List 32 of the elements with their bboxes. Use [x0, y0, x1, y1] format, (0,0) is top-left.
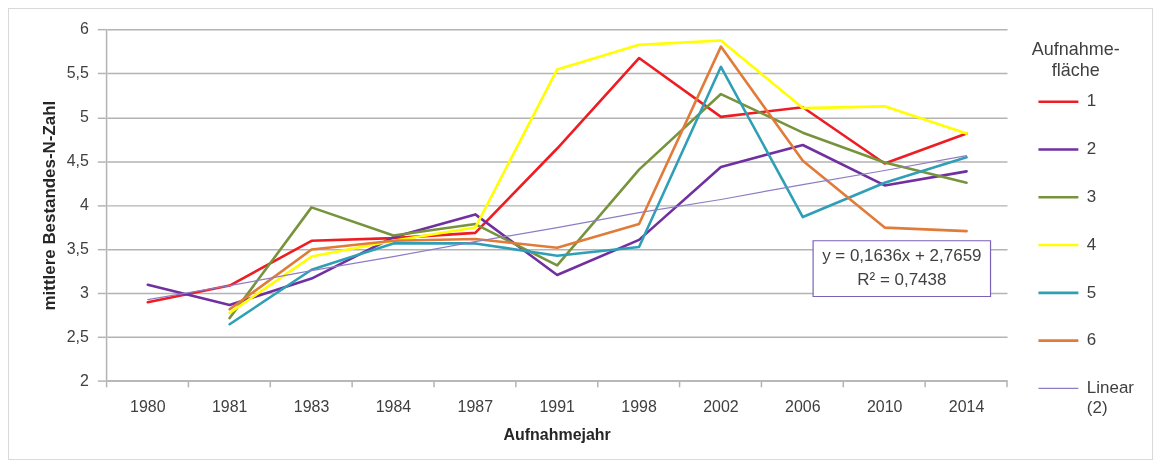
y-tick-label: 4,5: [66, 152, 89, 170]
x-tick-label: 2014: [948, 398, 985, 416]
x-tick-label: 2002: [703, 398, 739, 416]
x-tick-label: 2006: [785, 398, 821, 416]
x-tick-label: 1980: [130, 398, 166, 416]
x-tick-label: 1984: [375, 398, 412, 416]
x-axis-title: Aufnahmejahr: [503, 425, 611, 443]
y-tick-label: 6: [79, 20, 89, 38]
y-tick-label: 4: [79, 196, 89, 214]
x-tick-label: 1987: [457, 398, 494, 416]
y-tick-label: 5,5: [66, 64, 89, 82]
annotation: R² = 0,7438: [857, 270, 947, 290]
annotation: y = 0,1636x + 2,7659: [822, 246, 982, 266]
x-tick-label: 1991: [539, 398, 576, 416]
legend-label: 6: [1086, 330, 1097, 350]
legend-label: 5: [1086, 282, 1097, 302]
y-tick-label: 5: [79, 108, 89, 126]
x-tick-label: 1981: [211, 398, 248, 416]
legend-label: Linear (2): [1086, 378, 1135, 418]
x-tick-label: 2010: [866, 398, 903, 416]
x-tick-label: 1998: [621, 398, 657, 416]
x-tick-label: 1983: [293, 398, 330, 416]
y-tick-label: 2: [79, 371, 89, 389]
legend-label: 1: [1086, 91, 1097, 111]
y-tick-label: 2,5: [66, 327, 89, 345]
y-axis-title: mittlere Bestandes-N-Zahl: [39, 100, 59, 311]
legend-title: Aufnahme-fläche: [1031, 38, 1120, 81]
legend-label: 4: [1086, 234, 1097, 254]
y-tick-label: 3: [79, 283, 89, 301]
legend-label: 3: [1086, 186, 1097, 206]
legend-label: 2: [1086, 139, 1097, 159]
y-tick-label: 3,5: [66, 239, 89, 257]
